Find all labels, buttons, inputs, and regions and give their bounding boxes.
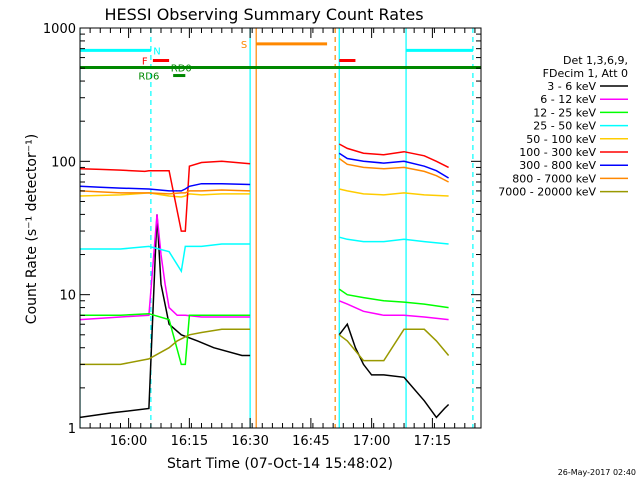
- x-tick-label-0: 16:00: [110, 434, 147, 449]
- x-tick-label-3: 16:45: [292, 434, 329, 449]
- plot-frame: [79, 27, 482, 429]
- flag-label-N: N: [153, 46, 160, 57]
- plot-area: N S F RD0 RD6: [80, 28, 481, 428]
- flag-label-RD6: RD6: [138, 72, 159, 83]
- flag-label-S: S: [241, 40, 247, 51]
- legend-label-2: 12 - 25 keV: [533, 106, 596, 119]
- x-tick-label-2: 16:30: [231, 434, 268, 449]
- series-line-6-seg-0: [80, 182, 251, 192]
- series-line-8-seg-0: [80, 328, 251, 366]
- legend-label-1: 6 - 12 keV: [540, 93, 596, 106]
- series-line-0-seg-0: [80, 214, 251, 419]
- series-line-2-seg-1: [338, 288, 449, 309]
- axes: 1 10 100 1000 16:00 16:15 16:30 16:45 17:00 17:15: [43, 22, 482, 449]
- series-line-2-seg-0: [80, 312, 251, 366]
- y-tick-label-0: 1: [68, 422, 76, 437]
- legend-label-4: 50 - 100 keV: [526, 133, 596, 146]
- x-tick-label-1: 16:15: [171, 434, 208, 449]
- legend-header-1: FDecim 1, Att 0: [543, 67, 628, 80]
- flag-label-F: F: [142, 57, 148, 68]
- plot-content: [80, 28, 481, 428]
- series-line-4-seg-0: [80, 192, 251, 198]
- y-axis-label: Count Rate (s⁻¹ detector⁻¹): [24, 134, 40, 324]
- series-line-1-seg-0: [80, 214, 251, 321]
- legend-label-5: 100 - 300 keV: [519, 146, 596, 159]
- series-line-0-seg-1: [338, 322, 450, 419]
- legend-header-0: Det 1,3,6,9,: [563, 54, 628, 67]
- legend-label-0: 3 - 6 keV: [547, 80, 596, 93]
- legend-label-8: 7000 - 20000 keV: [498, 186, 596, 199]
- y-tick-label-2: 100: [51, 155, 76, 170]
- x-axis-label: Start Time (07-Oct-14 15:48:02): [167, 456, 393, 472]
- chart-title: HESSI Observing Summary Count Rates: [104, 5, 423, 24]
- series-line-1-seg-1: [338, 300, 449, 321]
- series-line-5-seg-0: [80, 160, 251, 232]
- series-line-7-seg-1: [338, 157, 449, 183]
- footer-timestamp: 26-May-2017 02:40: [558, 468, 636, 477]
- legend-label-3: 25 - 50 keV: [533, 120, 596, 133]
- series-line-4-seg-1: [339, 188, 449, 197]
- series-line-7-seg-0: [80, 189, 251, 195]
- series-line-3-seg-0: [80, 243, 251, 274]
- series-line-3-seg-1: [339, 236, 449, 245]
- y-tick-label-1: 10: [59, 289, 76, 304]
- legend-label-7: 800 - 7000 keV: [512, 172, 596, 185]
- legend-label-6: 300 - 800 keV: [519, 159, 596, 172]
- series-line-6-seg-1: [338, 152, 449, 179]
- x-tick-label-4: 17:00: [353, 434, 390, 449]
- series-line-8-seg-1: [338, 328, 450, 362]
- x-tick-label-5: 17:15: [414, 434, 451, 449]
- series-line-5-seg-1: [338, 143, 449, 169]
- y-tick-label-3: 1000: [43, 22, 76, 37]
- flag-label-RD0: RD0: [171, 64, 192, 75]
